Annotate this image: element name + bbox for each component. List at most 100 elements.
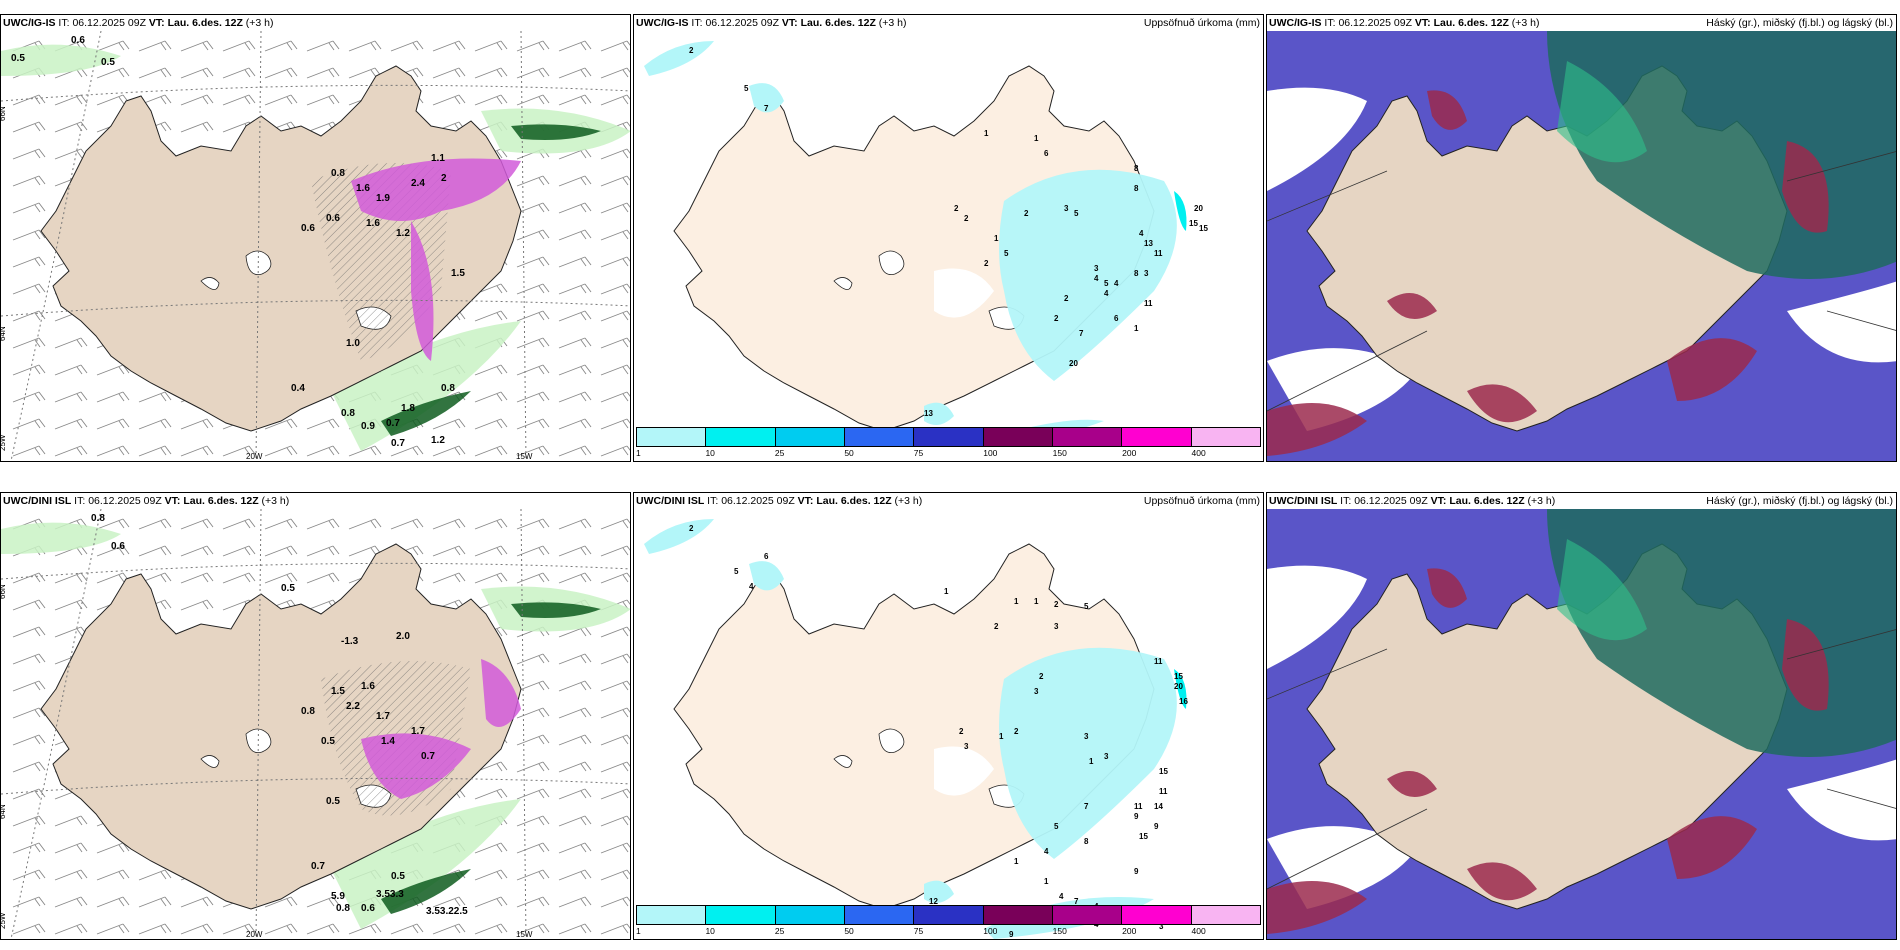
wind-barb — [306, 896, 340, 908]
wind-barb — [54, 896, 88, 908]
wind-barb — [54, 418, 88, 430]
precip-value-label: 2 — [964, 214, 969, 223]
wind-barb — [474, 545, 508, 557]
colorbar-tick: 50 — [844, 448, 854, 458]
panel-title: UWC/IG-IS IT: 06.12.2025 09Z VT: Lau. 6.… — [3, 17, 274, 29]
value-label: 0.6 — [111, 541, 125, 552]
wind-barb — [600, 896, 630, 908]
colorbar-swatch — [1122, 906, 1192, 924]
value-label: 2.2 — [346, 701, 360, 712]
wind-barb — [264, 418, 298, 430]
wind-barb — [516, 337, 550, 349]
wind-barb — [264, 94, 298, 106]
wind-barb — [306, 445, 340, 457]
wind-barb — [138, 40, 172, 52]
wind-barb — [96, 391, 130, 403]
wind-barb — [12, 256, 46, 268]
wind-barb — [600, 364, 630, 376]
wind-barb — [264, 518, 298, 530]
wind-barb — [54, 572, 88, 584]
wind-barb — [222, 518, 256, 530]
precip-value-label: 3 — [1144, 269, 1149, 278]
colorbar-tick: 150 — [1052, 448, 1067, 458]
wind-barb — [558, 680, 592, 692]
value-label: 1.1 — [431, 153, 445, 164]
wind-barb — [138, 418, 172, 430]
value-label: 0.7 — [386, 418, 400, 429]
colorbar-swatch — [914, 428, 984, 446]
wind-barb — [222, 445, 256, 457]
wind-barb — [600, 67, 630, 79]
colorbar-swatch — [775, 906, 845, 924]
panel-title: UWC/DINI ISL IT: 06.12.2025 09Z VT: Lau.… — [1269, 495, 1556, 507]
wind-barb — [600, 869, 630, 881]
precip-value-label: 15 — [1189, 219, 1198, 228]
precip-value-label: 2 — [1014, 727, 1019, 736]
wind-barb — [222, 572, 256, 584]
precip-shading — [1, 44, 630, 451]
wind-barb — [12, 391, 46, 403]
value-label: 0.8 — [341, 408, 355, 419]
wind-barb — [600, 761, 630, 773]
precip-colorbar: 1 10 25 50 75 100 150 200 400 — [636, 427, 1261, 459]
precip-value-label: 11 — [1154, 657, 1163, 666]
wind-barb — [474, 418, 508, 430]
colorbar-swatch — [1191, 906, 1260, 924]
axis-label-lat-mid: 64N — [1, 326, 7, 341]
value-label: 1.2 — [396, 228, 410, 239]
convective-areas — [321, 659, 521, 816]
wind-barb — [600, 923, 630, 935]
wind-barb — [474, 842, 508, 854]
wind-barb — [558, 202, 592, 214]
value-label: 0.8 — [91, 513, 105, 524]
wind-barb — [516, 572, 550, 584]
wind-barb — [54, 842, 88, 854]
wind-barb — [390, 445, 424, 457]
wind-panel-top: UWC/IG-IS IT: 06.12.2025 09Z VT: Lau. 6.… — [0, 14, 631, 462]
wind-barb — [516, 256, 550, 268]
cloud-panel-bottom: UWC/DINI ISL IT: 06.12.2025 09Z VT: Lau.… — [1266, 492, 1897, 940]
precip-value-label: 20 — [1194, 204, 1203, 213]
precip-value-label: 4 — [1139, 229, 1144, 238]
precip-value-label: 3 — [1064, 204, 1069, 213]
wind-barb — [12, 734, 46, 746]
value-label: 1.7 — [411, 726, 425, 737]
precip-value-label: 13 — [924, 409, 933, 418]
precip-value-label: 4 — [1114, 279, 1119, 288]
wind-barb — [558, 337, 592, 349]
wind-barb — [558, 761, 592, 773]
wind-barb — [558, 445, 592, 457]
colorbar-swatch — [1052, 906, 1123, 924]
wind-barb — [516, 310, 550, 322]
wind-barb — [516, 761, 550, 773]
wind-barb — [600, 337, 630, 349]
colorbar-swatch — [706, 428, 776, 446]
wind-barb — [516, 734, 550, 746]
wind-barb — [12, 707, 46, 719]
wind-barb — [180, 923, 214, 935]
value-label: 2.4 — [411, 178, 425, 189]
wind-barb — [12, 418, 46, 430]
wind-barb — [516, 445, 550, 457]
precip-areas — [749, 83, 1187, 425]
wind-barb — [600, 518, 630, 530]
wind-barb — [558, 734, 592, 746]
wind-barb — [222, 40, 256, 52]
wind-barb — [600, 391, 630, 403]
wind-barb — [600, 283, 630, 295]
wind-barb — [474, 923, 508, 935]
wind-barb — [516, 815, 550, 827]
wind-barb — [96, 545, 130, 557]
wind-barb — [222, 545, 256, 557]
wind-barb — [516, 680, 550, 692]
wind-barb — [12, 896, 46, 908]
precip-value-label: 13 — [1144, 239, 1153, 248]
wind-barb — [558, 256, 592, 268]
wind-barb — [558, 283, 592, 295]
wind-barb — [516, 229, 550, 241]
precip-value-label: 20 — [1174, 682, 1183, 691]
wind-barb — [138, 923, 172, 935]
precip-panel-bottom: UWC/DINI ISL IT: 06.12.2025 09Z VT: Lau.… — [633, 492, 1264, 940]
value-label: 0.9 — [361, 421, 375, 432]
